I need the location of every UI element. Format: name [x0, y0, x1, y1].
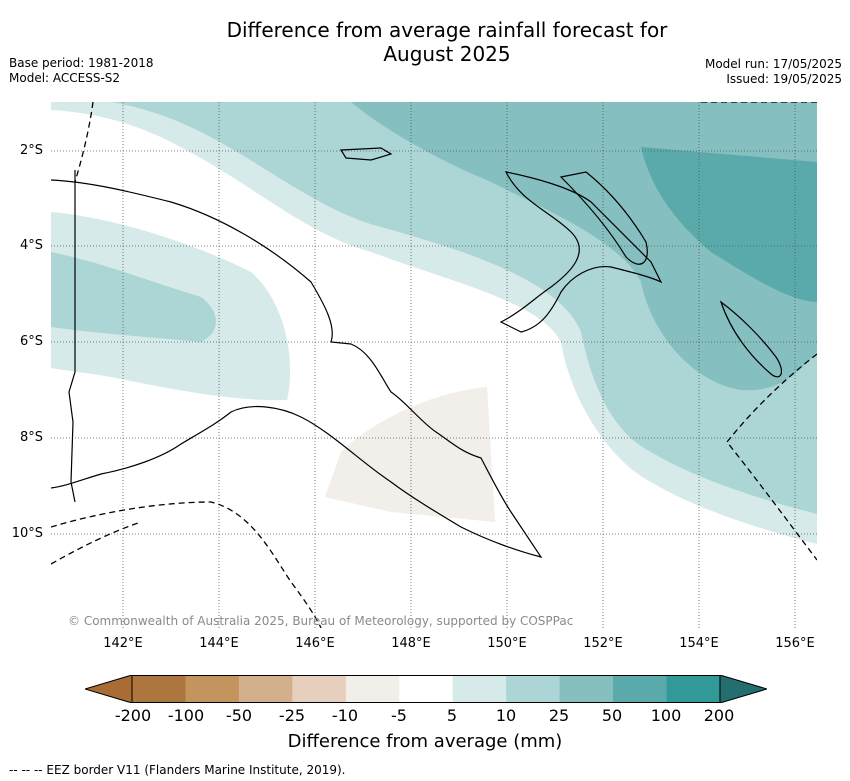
lon-label: 150°E [487, 636, 527, 651]
title-line-1: Difference from average rainfall forecas… [226, 18, 668, 42]
model-run: Model run: 17/05/2025 [704, 57, 842, 71]
lon-label: 142°E [103, 636, 143, 651]
metadata-left: Base period: 1981-2018 Model: ACCESS-S2 [9, 56, 154, 86]
colorbar-tick: 100 [650, 706, 682, 725]
lat-label: 2°S [19, 143, 43, 158]
new-ireland-coast [559, 171, 648, 265]
colorbar-swatch [185, 675, 240, 703]
border-line [68, 170, 76, 503]
lon-label: 146°E [295, 636, 335, 651]
lon-label: 154°E [679, 636, 719, 651]
lat-label: 8°S [19, 430, 43, 445]
map-canvas [51, 102, 817, 628]
colorbar-tick: -25 [278, 706, 306, 725]
colorbar-tick: -5 [391, 706, 407, 725]
colorbar-graphic [83, 674, 769, 704]
bougainville-coast [719, 300, 783, 378]
eez-legend: -- -- -- EEZ border V11 (Flanders Marine… [9, 763, 346, 777]
colorbar-extend-high [719, 674, 769, 704]
lat-label: 6°S [19, 334, 43, 349]
eez-borders [51, 102, 817, 628]
colorbar-tick: -100 [167, 706, 205, 725]
colorbar-tick: -200 [114, 706, 152, 725]
lon-label: 148°E [391, 636, 431, 651]
copyright-notice: © Commonwealth of Australia 2025, Bureau… [68, 614, 574, 628]
manus-coast [339, 147, 393, 161]
lon-label: 156°E [775, 636, 815, 651]
colorbar-extend-low [83, 674, 133, 704]
lon-label: 144°E [199, 636, 239, 651]
graticule [51, 102, 817, 628]
colorbar-swatch [506, 675, 561, 703]
anomaly-zone-west-10-25 [51, 252, 216, 342]
colorbar-tick: 200 [703, 706, 735, 725]
new-guinea-coast [51, 179, 543, 558]
colorbar-frame [131, 675, 721, 703]
colorbar-tick: 5 [446, 706, 458, 725]
anomaly-zone-dry [325, 387, 495, 522]
colorbar-tick: 50 [601, 706, 623, 725]
rainfall-map [51, 102, 817, 628]
lat-label: 10°S [11, 526, 43, 541]
model-name: Model: ACCESS-S2 [9, 71, 121, 85]
metadata-right: Model run: 17/05/2025 Issued: 19/05/2025 [705, 57, 842, 87]
colorbar-swatches [83, 674, 769, 704]
colorbar-tick: -10 [331, 706, 359, 725]
colorbar-swatch [452, 675, 507, 703]
anomaly-zone-50-100 [641, 147, 817, 302]
map-title: Difference from average rainfall forecas… [180, 18, 714, 66]
new-britain-coast [499, 171, 663, 333]
colorbar-swatch [345, 675, 400, 703]
issued-date: Issued: 19/05/2025 [726, 72, 842, 86]
lon-label: 152°E [583, 636, 623, 651]
colorbar-swatch [666, 675, 721, 703]
lat-label: 4°S [19, 238, 43, 253]
colorbar-swatch [399, 675, 454, 703]
colorbar [83, 674, 769, 704]
title-line-2: August 2025 [383, 42, 511, 66]
base-period: Base period: 1981-2018 [9, 56, 154, 70]
colorbar-swatch [238, 675, 293, 703]
colorbar-tick: 10 [495, 706, 517, 725]
coastlines [51, 147, 783, 558]
colorbar-swatch [292, 675, 347, 703]
colorbar-swatch [132, 675, 186, 703]
colorbar-label: Difference from average (mm) [287, 731, 563, 752]
colorbar-tick: -50 [225, 706, 253, 725]
colorbar-swatch [559, 675, 614, 703]
colorbar-tick: 25 [548, 706, 570, 725]
colorbar-swatch [613, 675, 667, 703]
